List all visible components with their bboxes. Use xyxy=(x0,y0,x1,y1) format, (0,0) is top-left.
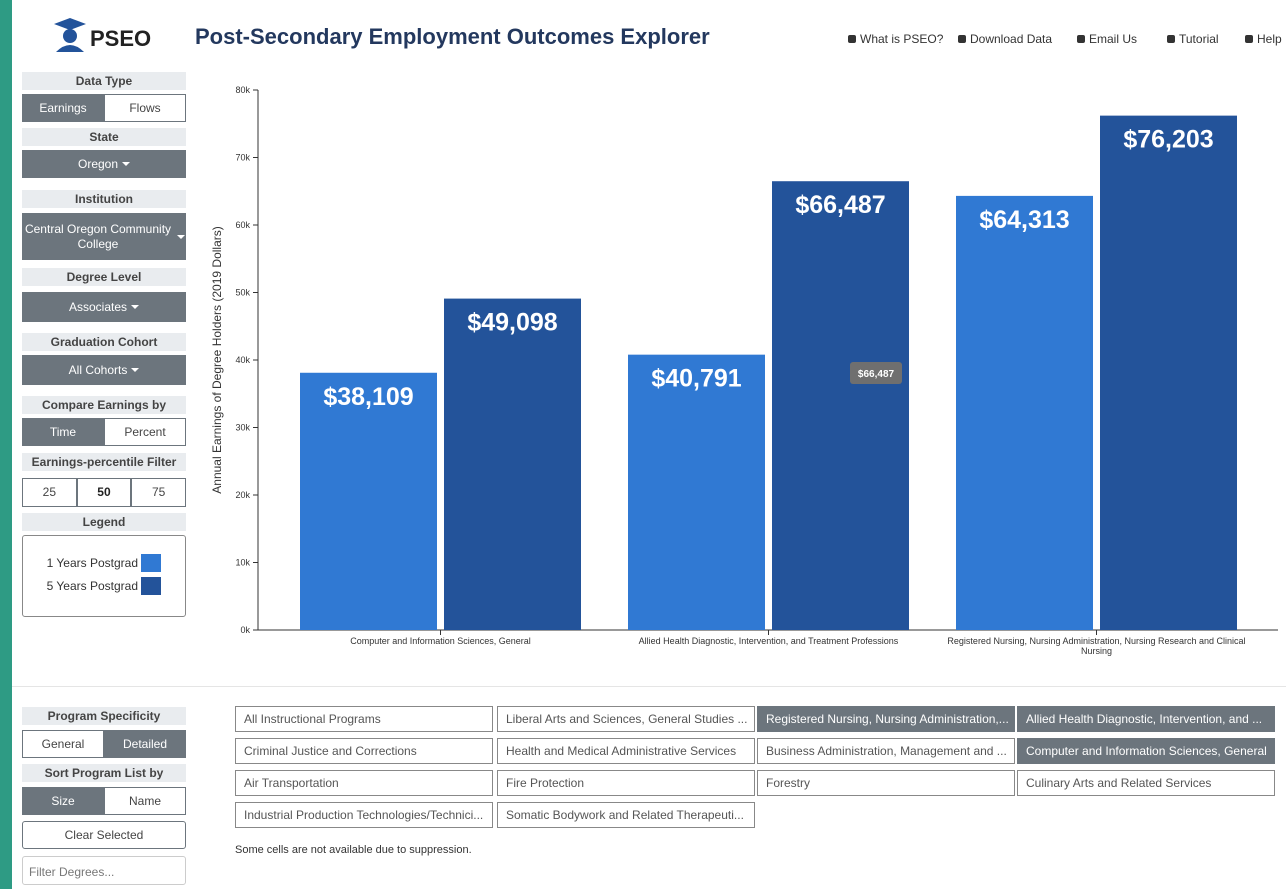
program-button[interactable]: All Instructional Programs xyxy=(235,706,493,732)
x-tick-label: Allied Health Diagnostic, Intervention, … xyxy=(638,636,899,646)
program-button[interactable]: Fire Protection xyxy=(497,770,755,796)
nav-link[interactable]: Download Data xyxy=(958,32,1052,46)
program-button[interactable]: Somatic Bodywork and Related Therapeuti.… xyxy=(497,802,755,828)
legend-label: 1 Years Postgrad xyxy=(46,556,138,570)
x-tick-label: Computer and Information Sciences, Gener… xyxy=(350,636,531,646)
y-tick-label: 20k xyxy=(235,490,250,500)
program-button[interactable]: Forestry xyxy=(757,770,1015,796)
section-label: Earnings-percentile Filter xyxy=(22,453,186,471)
program-button[interactable]: Liberal Arts and Sciences, General Studi… xyxy=(497,706,755,732)
dropdown[interactable]: All Cohorts xyxy=(22,355,186,385)
toggle-button[interactable]: General xyxy=(22,730,104,758)
x-tick-label: Registered Nursing, Nursing Administrati… xyxy=(947,636,1246,656)
suppression-note: Some cells are not available due to supp… xyxy=(235,844,472,856)
toggle-button[interactable]: Earnings xyxy=(22,94,104,122)
bar xyxy=(956,195,1093,630)
y-tick-label: 10k xyxy=(235,558,250,568)
section-label: Degree Level xyxy=(22,268,186,286)
bar xyxy=(300,372,437,630)
filter-input[interactable]: Filter Degrees... xyxy=(22,856,186,885)
y-tick-label: 60k xyxy=(235,220,250,230)
toggle-button[interactable]: Name xyxy=(104,787,186,815)
nav-link[interactable]: What is PSEO? xyxy=(848,32,943,46)
dropdown[interactable]: Associates xyxy=(22,292,186,322)
bar-value-label: $66,487 xyxy=(795,191,885,219)
section-label: Graduation Cohort xyxy=(22,333,186,351)
bar xyxy=(772,181,909,630)
program-button[interactable]: Business Administration, Management and … xyxy=(757,738,1015,764)
section-label: Institution xyxy=(22,190,186,208)
nav-link[interactable]: Help xyxy=(1245,32,1282,46)
program-button[interactable]: Industrial Production Technologies/Techn… xyxy=(235,802,493,828)
logo-icon xyxy=(54,18,86,52)
toggle-button[interactable]: 75 xyxy=(131,478,186,507)
section-label: Compare Earnings by xyxy=(22,396,186,414)
legend-label: 5 Years Postgrad xyxy=(46,579,138,593)
bar xyxy=(1100,115,1237,630)
program-button[interactable]: Culinary Arts and Related Services xyxy=(1017,770,1275,796)
program-button[interactable]: Registered Nursing, Nursing Administrati… xyxy=(757,706,1015,732)
bar-value-label: $76,203 xyxy=(1123,126,1213,154)
section-label: Data Type xyxy=(22,72,186,90)
toggle-button[interactable]: 50 xyxy=(76,478,132,507)
bar-value-label: $64,313 xyxy=(979,206,1069,234)
section-label: State xyxy=(22,128,186,146)
bar xyxy=(628,354,765,630)
y-tick-label: 80k xyxy=(235,85,250,95)
y-tick-label: 50k xyxy=(235,288,250,298)
dropdown[interactable]: Oregon xyxy=(22,150,186,178)
y-tick-label: 40k xyxy=(235,355,250,365)
toggle-button[interactable]: Percent xyxy=(104,418,186,446)
section-label: Program Specificity xyxy=(22,707,186,725)
section-label: Sort Program List by xyxy=(22,764,186,782)
y-tick-label: 0k xyxy=(240,625,250,635)
bar-value-label: $38,109 xyxy=(323,383,413,411)
legend-box xyxy=(22,535,186,617)
toggle-button[interactable]: Size xyxy=(22,787,104,815)
program-button[interactable]: Air Transportation xyxy=(235,770,493,796)
app-title: Post-Secondary Employment Outcomes Explo… xyxy=(195,24,710,49)
section-label: Legend xyxy=(22,513,186,531)
y-axis-label: Annual Earnings of Degree Holders (2019 … xyxy=(210,226,224,493)
legend-swatch xyxy=(141,554,161,572)
legend-swatch xyxy=(141,577,161,595)
clear-button[interactable]: Clear Selected xyxy=(22,821,186,849)
y-tick-label: 30k xyxy=(235,423,250,433)
nav-link[interactable]: Tutorial xyxy=(1167,32,1219,46)
program-button[interactable]: Allied Health Diagnostic, Intervention, … xyxy=(1017,706,1275,732)
toggle-button[interactable]: Time xyxy=(22,418,104,446)
program-button[interactable]: Health and Medical Administrative Servic… xyxy=(497,738,755,764)
program-button[interactable]: Criminal Justice and Corrections xyxy=(235,738,493,764)
tooltip xyxy=(850,362,902,384)
bar-value-label: $49,098 xyxy=(467,309,557,337)
y-tick-label: 70k xyxy=(235,153,250,163)
frame xyxy=(0,0,12,889)
tooltip-text: $66,487 xyxy=(858,369,895,380)
divider xyxy=(12,686,1286,687)
nav-link[interactable]: Email Us xyxy=(1077,32,1137,46)
toggle-button[interactable]: Flows xyxy=(104,94,186,122)
chart: 0k 10k 20k 30k 40k 50k 60k 70k 80k Annual Earning… xyxy=(210,85,1278,635)
program-button[interactable]: Computer and Information Sciences, Gener… xyxy=(1017,738,1275,764)
bar xyxy=(444,298,581,630)
toggle-button[interactable]: 25 xyxy=(22,478,77,507)
toggle-button[interactable]: Detailed xyxy=(104,730,186,758)
bar-value-label: $40,791 xyxy=(651,365,741,393)
dropdown[interactable]: Central Oregon Community College xyxy=(22,213,186,260)
logo-text: PSEO xyxy=(90,26,152,51)
